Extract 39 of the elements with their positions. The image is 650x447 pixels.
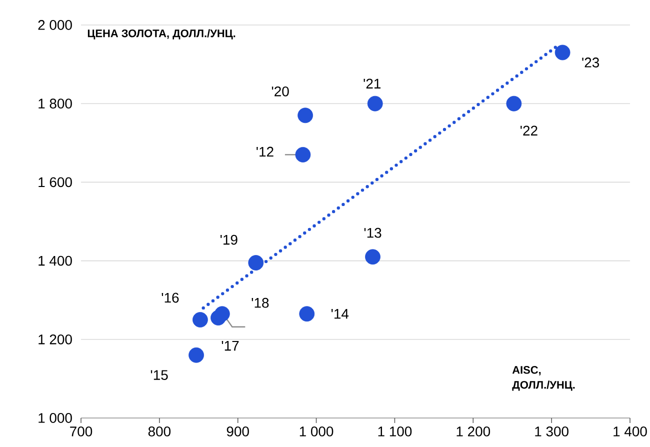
y-tick-label: 1 800 [38,98,72,109]
point [248,255,264,270]
x-tick-label: 800 [148,426,171,436]
annotation: '18 [252,298,269,308]
y-axis-title: ЦЕНА ЗОЛОТА, ДОЛЛ./УНЦ. [88,29,236,40]
point [554,44,570,60]
y-tick-label: 2 000 [38,20,72,30]
point [365,249,380,265]
point [214,306,230,322]
x-tick-label: 1 400 [614,426,647,436]
point [367,96,383,112]
annotation: '16 [162,292,179,303]
x-tick-label: 1 000 [300,426,334,436]
point [295,146,311,162]
annotation: '12 [256,146,274,157]
annotation: '22 [520,126,538,136]
annotation: '13 [364,228,382,238]
point [506,96,522,112]
x-tick-label: 1 300 [535,426,568,436]
annotation: '23 [582,58,600,68]
x-axis-title: AISC, ДОЛЛ./УНЦ. [512,366,575,391]
point [188,347,204,363]
annotation: '21 [364,78,381,88]
x-tick-label: 700 [70,426,92,436]
y-tick-label: 1 600 [38,177,72,188]
x-tick-label: 1 200 [456,426,490,436]
annotation: '15 [150,370,168,380]
point [192,312,208,328]
y-tick-label: 1 200 [38,334,72,344]
y-tick-label: 1 000 [38,413,72,423]
y-tick-label: 1 400 [38,256,72,266]
annotation: '17 [222,340,239,351]
annotation: '19 [220,234,238,245]
point [299,306,315,322]
x-tick-label: 900 [226,426,249,436]
point [298,108,314,124]
annotation: '14 [331,309,349,319]
x-tick-label: 1 100 [378,426,412,436]
annotation: '20 [272,86,289,96]
